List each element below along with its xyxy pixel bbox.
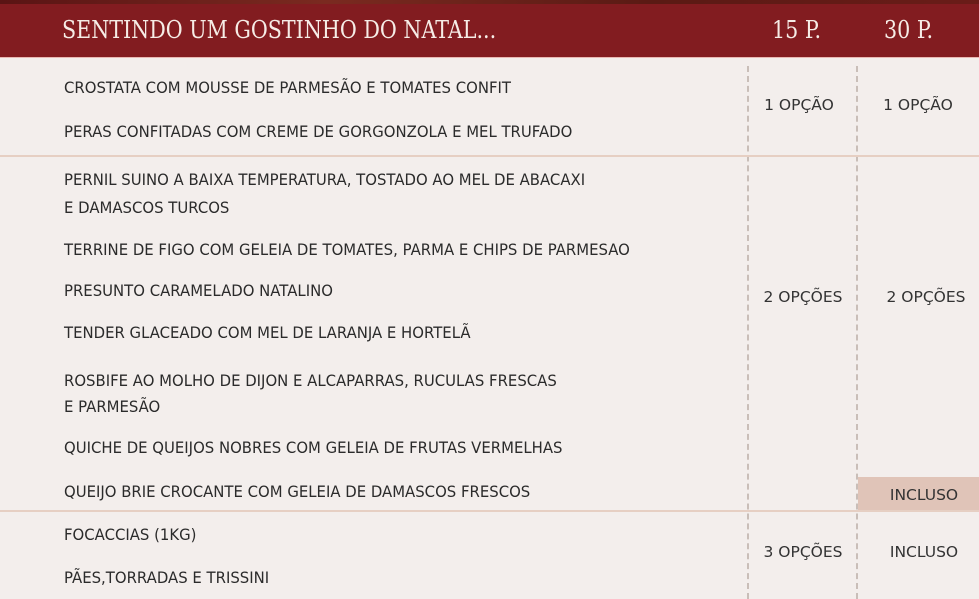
column-divider: [747, 66, 749, 599]
menu-item: PÃES,TORRADAS E TRISSINI: [64, 568, 270, 587]
menu-item: CROSTATA COM MOUSSE DE PARMESÃO E TOMATE…: [64, 78, 512, 97]
included-highlight: [858, 477, 979, 511]
column-30p: 30 P.: [884, 16, 934, 44]
menu-item: E PARMESÃO: [64, 397, 161, 416]
option-30p: 1 OPÇÃO: [883, 96, 953, 114]
option-30p-included: INCLUSO: [889, 486, 959, 504]
menu-item: PERAS CONFITADAS COM CREME DE GORGONZOLA…: [64, 122, 573, 141]
section-title: SENTINDO UM GOSTINHO DO NATAL...: [62, 16, 497, 44]
column-15p: 15 P.: [772, 16, 822, 44]
option-15p: 1 OPÇÃO: [764, 96, 834, 114]
option-15p: 2 OPÇÕES: [763, 288, 843, 306]
menu-item: FOCACCIAS (1KG): [64, 525, 197, 544]
option-30p: 2 OPÇÕES: [886, 288, 966, 306]
menu-item: TERRINE DE FIGO COM GELEIA DE TOMATES, P…: [64, 240, 630, 259]
menu-item: ROSBIFE AO MOLHO DE DIJON E ALCAPARRAS, …: [64, 371, 557, 390]
option-15p: 3 OPÇÕES: [763, 543, 843, 561]
option-30p: INCLUSO: [889, 543, 959, 561]
menu-item: PERNIL SUINO A BAIXA TEMPERATURA, TOSTAD…: [64, 170, 586, 189]
section-divider: [0, 155, 979, 157]
menu-item: TENDER GLACEADO COM MEL DE LARANJA E HOR…: [64, 323, 471, 342]
column-divider: [856, 66, 858, 599]
menu-header: SENTINDO UM GOSTINHO DO NATAL... 15 P. 3…: [0, 4, 979, 57]
menu-item: QUEIJO BRIE CROCANTE COM GELEIA DE DAMAS…: [64, 482, 531, 501]
menu-item: E DAMASCOS TURCOS: [64, 198, 230, 217]
menu-item: PRESUNTO CARAMELADO NATALINO: [64, 281, 333, 300]
top-stripe: [0, 0, 979, 5]
section-divider: [0, 510, 979, 512]
header-border: [0, 57, 979, 58]
menu-item: QUICHE DE QUEIJOS NOBRES COM GELEIA DE F…: [64, 438, 563, 457]
